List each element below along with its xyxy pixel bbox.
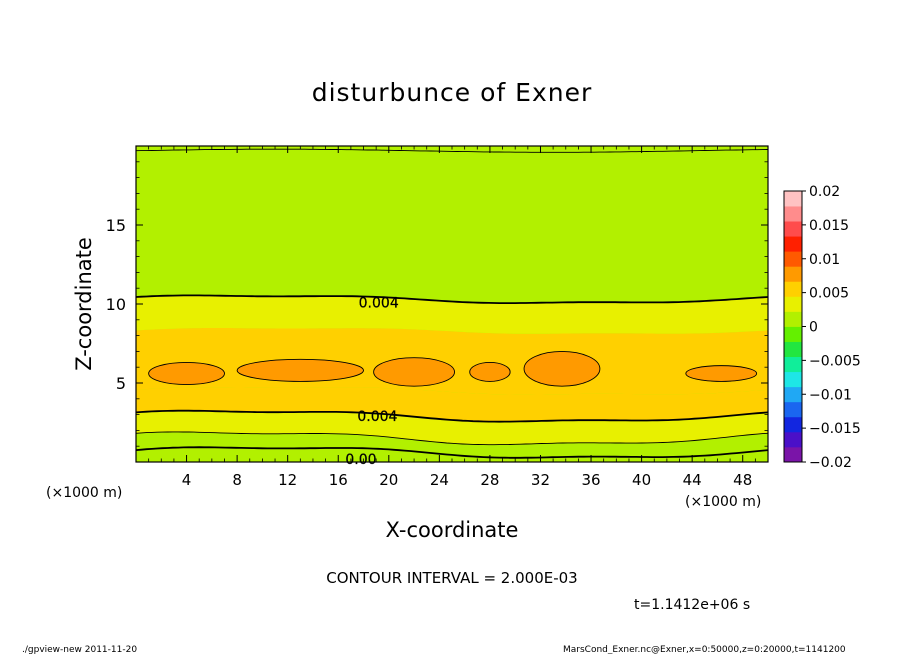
colorbar-label-8: −0.02 — [809, 455, 852, 471]
colorbar-segment-13 — [784, 251, 802, 267]
colorbar-segment-5 — [784, 371, 802, 388]
band-4 — [136, 328, 768, 395]
x-tick-label-16: 16 — [329, 471, 348, 489]
colorbar-segment-7 — [784, 341, 802, 358]
x-tick-label-44: 44 — [683, 471, 702, 489]
y-tick-label-15: 15 — [106, 216, 126, 235]
colorbar-label-4: 0 — [809, 320, 818, 336]
contour-label-1: 0.004 — [357, 409, 397, 425]
x-tick-label-4: 4 — [182, 471, 192, 489]
time-text: t=1.1412e+06 s — [634, 597, 750, 613]
colorbar-label-3: 0.005 — [809, 286, 849, 302]
band-6 — [136, 233, 768, 304]
field-blob-4 — [524, 351, 600, 387]
contour-line-top — [136, 148, 768, 153]
x-tick-label-12: 12 — [278, 471, 297, 489]
y-axis-label: Z-coordinate — [72, 237, 96, 371]
x-tick-label-36: 36 — [581, 471, 600, 489]
contour-line-blob-5 — [685, 365, 758, 382]
colorbar-label-0: 0.02 — [809, 184, 840, 200]
colorbar-segment-2 — [784, 416, 802, 433]
contour-line-0 — [136, 446, 768, 459]
colorbar-segment-4 — [784, 386, 802, 403]
band-5 — [136, 295, 768, 334]
colorbar-segment-0 — [784, 446, 802, 463]
colorbar-segment-9 — [784, 311, 802, 327]
filled-contour-field — [136, 146, 768, 462]
colorbar-segment-14 — [784, 236, 802, 252]
colorbar-segment-15 — [784, 221, 802, 237]
contour-line-blob-2 — [373, 357, 455, 387]
x-tick-label-32: 32 — [531, 471, 550, 489]
colorbar-segment-3 — [784, 401, 802, 418]
colorbar-label-6: −0.01 — [809, 387, 852, 403]
x-tick-label-8: 8 — [232, 471, 242, 489]
colorbar-segment-8 — [784, 326, 802, 342]
colorbar-label-2: 0.01 — [809, 252, 840, 268]
contour-label-0: 0.004 — [359, 295, 399, 311]
contour-line-0004-upper — [136, 294, 768, 304]
band-3 — [136, 387, 768, 422]
contour-interval-text: CONTOUR INTERVAL = 2.000E-03 — [326, 569, 577, 587]
field-blob-5 — [685, 365, 757, 382]
contour-line-0002 — [136, 431, 768, 446]
colorbar-label-1: 0.015 — [809, 218, 849, 234]
x-tick-label-48: 48 — [733, 471, 752, 489]
footer-right: MarsCond_Exner.nc@Exner,x=0:50000,z=0:20… — [563, 645, 846, 654]
x-unit-label-right: (×1000 m) — [685, 494, 761, 510]
y-axis-ticks: 5 10 15 — [106, 161, 768, 447]
field-blob-2 — [373, 357, 455, 387]
colorbar-label-7: −0.015 — [809, 421, 861, 437]
x-tick-label-24: 24 — [430, 471, 449, 489]
x-unit-label-left: (×1000 m) — [46, 485, 122, 501]
field-blob-3 — [469, 362, 511, 382]
chart-title: disturbunce of Exner — [312, 78, 593, 107]
colorbar-segment-1 — [784, 431, 802, 448]
colorbar-segment-6 — [784, 356, 802, 373]
colorbar-labels: 0.02 0.015 0.01 0.005 0 −0.005 −0.01 −0.015 −0.0… — [802, 184, 861, 471]
contour-line-blob-3 — [469, 362, 511, 382]
footer-left: ./gpview-new 2011-11-20 — [22, 645, 137, 654]
field-blob-0 — [148, 362, 225, 385]
colorbar-segment-11 — [784, 281, 802, 297]
contour-labels: 0.004 0.004 0.00 — [345, 295, 399, 468]
field-blob-1 — [237, 359, 364, 382]
colorbar-segment-12 — [784, 266, 802, 282]
colorbar — [783, 190, 803, 463]
colorbar-label-5: −0.005 — [809, 353, 861, 369]
contour-line-0004-lower — [136, 409, 768, 423]
colorbar-segment-17 — [784, 191, 802, 207]
contour-line-blob-0 — [148, 362, 225, 386]
y-tick-label-10: 10 — [106, 295, 126, 314]
y-tick-label-5: 5 — [116, 374, 126, 393]
contour-label-2: 0.00 — [345, 452, 376, 468]
contour-lines — [136, 148, 768, 459]
contour-line-blob-4 — [523, 350, 601, 387]
colorbar-segment-10 — [784, 296, 802, 312]
x-tick-label-40: 40 — [632, 471, 651, 489]
band-1 — [136, 431, 768, 458]
x-axis-ticks: 4 8 12 16 20 24 28 32 36 40 44 48 — [148, 146, 756, 489]
band-2 — [136, 410, 768, 445]
band-bottom — [136, 447, 768, 462]
contour-line-blob-1 — [236, 358, 364, 382]
colorbar-segment-16 — [784, 206, 802, 222]
x-axis-label: X-coordinate — [386, 518, 519, 542]
x-tick-label-20: 20 — [379, 471, 398, 489]
x-tick-label-28: 28 — [480, 471, 499, 489]
